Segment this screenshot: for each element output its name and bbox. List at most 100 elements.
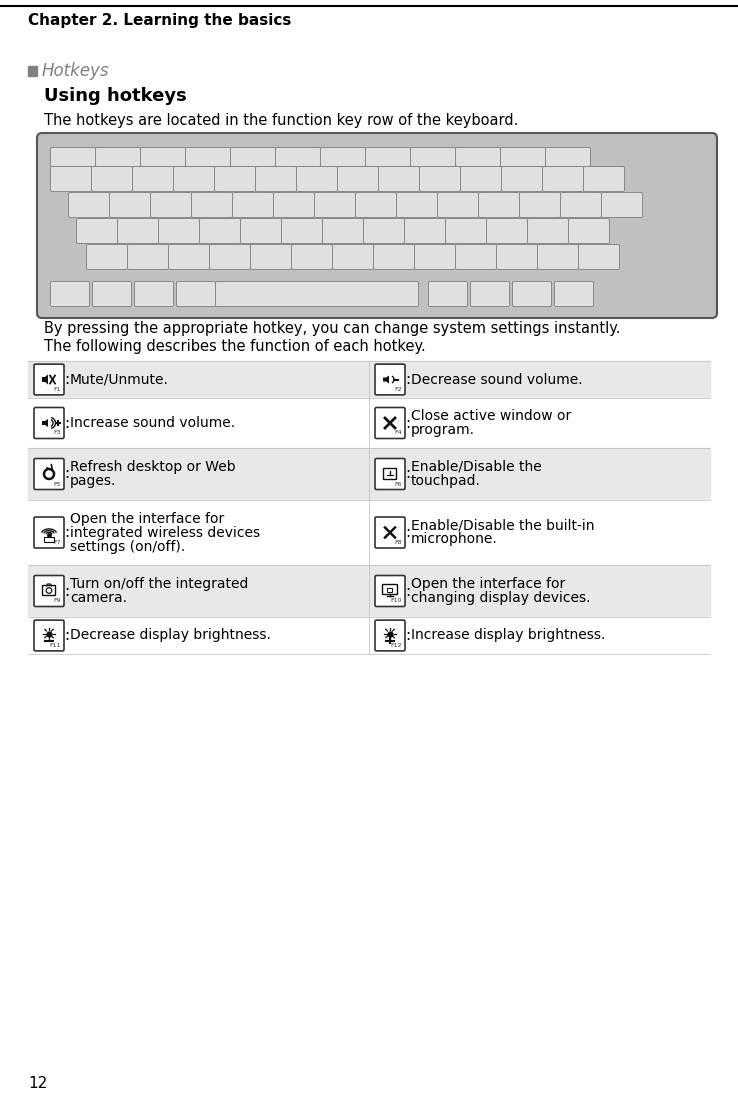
FancyBboxPatch shape <box>314 193 356 217</box>
Text: Turn on/off the integrated: Turn on/off the integrated <box>70 577 249 591</box>
FancyBboxPatch shape <box>554 281 593 307</box>
FancyBboxPatch shape <box>396 193 438 217</box>
FancyBboxPatch shape <box>230 148 275 167</box>
FancyBboxPatch shape <box>199 218 241 244</box>
FancyBboxPatch shape <box>584 167 624 192</box>
Text: settings (on/off).: settings (on/off). <box>70 539 185 554</box>
Text: :: : <box>405 372 410 387</box>
FancyBboxPatch shape <box>215 167 255 192</box>
FancyBboxPatch shape <box>365 148 410 167</box>
FancyBboxPatch shape <box>34 517 64 548</box>
FancyBboxPatch shape <box>50 148 95 167</box>
FancyBboxPatch shape <box>50 167 92 192</box>
Text: :: : <box>64 628 69 643</box>
FancyBboxPatch shape <box>560 193 601 217</box>
Text: Enable/Disable the built-in: Enable/Disable the built-in <box>411 518 595 533</box>
Polygon shape <box>383 375 389 384</box>
FancyBboxPatch shape <box>404 218 446 244</box>
Text: The following describes the function of each hotkey.: The following describes the function of … <box>44 339 426 353</box>
FancyBboxPatch shape <box>241 218 281 244</box>
Bar <box>44 536 54 542</box>
Text: F12: F12 <box>390 643 402 647</box>
FancyBboxPatch shape <box>528 218 568 244</box>
Bar <box>28 361 710 398</box>
FancyBboxPatch shape <box>568 218 610 244</box>
FancyBboxPatch shape <box>410 148 455 167</box>
Text: :: : <box>405 583 410 599</box>
FancyBboxPatch shape <box>438 193 478 217</box>
FancyBboxPatch shape <box>379 167 419 192</box>
FancyBboxPatch shape <box>255 167 297 192</box>
FancyBboxPatch shape <box>375 517 405 548</box>
FancyBboxPatch shape <box>117 218 159 244</box>
Text: integrated wireless devices: integrated wireless devices <box>70 525 260 539</box>
FancyBboxPatch shape <box>215 281 418 307</box>
FancyBboxPatch shape <box>128 245 168 269</box>
FancyBboxPatch shape <box>373 245 415 269</box>
FancyBboxPatch shape <box>274 193 314 217</box>
Text: :: : <box>64 525 69 540</box>
FancyBboxPatch shape <box>34 364 64 395</box>
FancyBboxPatch shape <box>323 218 364 244</box>
FancyBboxPatch shape <box>168 245 210 269</box>
FancyBboxPatch shape <box>478 193 520 217</box>
Text: Enable/Disable the: Enable/Disable the <box>411 460 542 474</box>
Text: F1: F1 <box>53 387 61 392</box>
FancyBboxPatch shape <box>151 193 191 217</box>
FancyBboxPatch shape <box>455 148 500 167</box>
Polygon shape <box>42 375 48 385</box>
FancyBboxPatch shape <box>375 576 405 607</box>
Bar <box>28 617 710 654</box>
Text: :: : <box>405 525 410 540</box>
FancyBboxPatch shape <box>471 281 509 307</box>
FancyBboxPatch shape <box>375 620 405 651</box>
Text: Decrease sound volume.: Decrease sound volume. <box>411 373 582 386</box>
FancyBboxPatch shape <box>512 281 551 307</box>
FancyBboxPatch shape <box>77 218 117 244</box>
Text: Mute/Unmute.: Mute/Unmute. <box>70 373 169 386</box>
Text: Chapter 2. Learning the basics: Chapter 2. Learning the basics <box>28 12 292 28</box>
Text: F8: F8 <box>395 540 402 545</box>
FancyBboxPatch shape <box>34 459 64 490</box>
FancyBboxPatch shape <box>34 407 64 439</box>
Text: F5: F5 <box>53 482 61 486</box>
FancyBboxPatch shape <box>601 193 643 217</box>
FancyBboxPatch shape <box>320 148 365 167</box>
FancyBboxPatch shape <box>297 167 337 192</box>
FancyBboxPatch shape <box>375 364 405 395</box>
FancyBboxPatch shape <box>50 281 89 307</box>
FancyBboxPatch shape <box>134 281 173 307</box>
FancyBboxPatch shape <box>375 407 405 439</box>
Text: F9: F9 <box>53 599 61 603</box>
Text: F7: F7 <box>53 540 61 545</box>
FancyBboxPatch shape <box>281 218 323 244</box>
FancyBboxPatch shape <box>545 148 590 167</box>
FancyBboxPatch shape <box>275 148 320 167</box>
FancyBboxPatch shape <box>191 193 232 217</box>
FancyBboxPatch shape <box>37 133 717 318</box>
Text: By pressing the appropriate hotkey, you can change system settings instantly.: By pressing the appropriate hotkey, you … <box>44 321 621 336</box>
Bar <box>387 588 392 592</box>
Text: The hotkeys are located in the function key row of the keyboard.: The hotkeys are located in the function … <box>44 114 518 129</box>
FancyBboxPatch shape <box>173 167 215 192</box>
FancyBboxPatch shape <box>92 281 131 307</box>
Text: F2: F2 <box>394 387 402 392</box>
FancyBboxPatch shape <box>429 281 467 307</box>
Text: :: : <box>405 628 410 643</box>
FancyBboxPatch shape <box>486 218 528 244</box>
FancyBboxPatch shape <box>520 193 560 217</box>
FancyBboxPatch shape <box>364 218 404 244</box>
Text: Increase display brightness.: Increase display brightness. <box>411 629 605 643</box>
Text: :: : <box>64 583 69 599</box>
FancyBboxPatch shape <box>419 167 461 192</box>
Text: changing display devices.: changing display devices. <box>411 591 590 606</box>
Bar <box>28 398 710 448</box>
Text: Decrease display brightness.: Decrease display brightness. <box>70 629 271 643</box>
Text: Using hotkeys: Using hotkeys <box>44 87 187 105</box>
FancyBboxPatch shape <box>159 218 199 244</box>
Text: 12: 12 <box>28 1077 47 1091</box>
FancyBboxPatch shape <box>69 193 109 217</box>
FancyBboxPatch shape <box>34 576 64 607</box>
FancyBboxPatch shape <box>95 148 140 167</box>
Text: pages.: pages. <box>70 474 117 488</box>
